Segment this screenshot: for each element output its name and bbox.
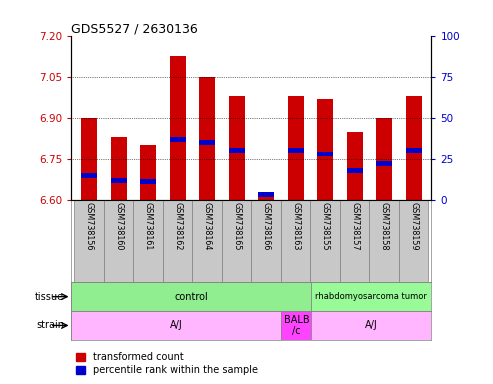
Bar <box>134 200 163 282</box>
Bar <box>81 118 97 200</box>
Bar <box>192 200 222 282</box>
Bar <box>229 148 245 153</box>
Bar <box>199 140 215 145</box>
Text: GSM738155: GSM738155 <box>320 202 330 251</box>
Bar <box>71 282 312 311</box>
Bar <box>406 148 422 153</box>
Bar <box>170 137 186 142</box>
Bar <box>222 200 251 282</box>
Bar <box>399 200 428 282</box>
Text: GSM738161: GSM738161 <box>143 202 153 250</box>
Text: GSM738164: GSM738164 <box>203 202 211 250</box>
Text: GSM738156: GSM738156 <box>85 202 94 251</box>
Bar <box>406 96 422 200</box>
Bar <box>199 77 215 200</box>
Text: GSM738159: GSM738159 <box>409 202 418 251</box>
Legend: transformed count, percentile rank within the sample: transformed count, percentile rank withi… <box>76 353 258 375</box>
Text: A/J: A/J <box>170 320 183 331</box>
Bar <box>311 200 340 282</box>
Text: GDS5527 / 2630136: GDS5527 / 2630136 <box>71 22 198 35</box>
Text: strain: strain <box>36 320 64 331</box>
Bar <box>282 311 312 340</box>
Bar <box>340 200 369 282</box>
Text: GSM738165: GSM738165 <box>232 202 241 251</box>
Bar <box>110 178 127 182</box>
Text: GSM738162: GSM738162 <box>173 202 182 251</box>
Bar <box>347 168 363 173</box>
Bar <box>312 282 431 311</box>
Bar <box>140 179 156 184</box>
Bar <box>258 192 274 197</box>
Text: GSM738166: GSM738166 <box>262 202 271 250</box>
Bar <box>170 56 186 200</box>
Bar <box>104 200 134 282</box>
Bar <box>376 118 392 200</box>
Bar <box>376 161 392 166</box>
Bar <box>369 200 399 282</box>
Bar <box>74 200 104 282</box>
Bar <box>347 132 363 200</box>
Bar <box>229 96 245 200</box>
Bar <box>312 311 431 340</box>
Bar <box>287 96 304 200</box>
Bar <box>71 311 282 340</box>
Text: A/J: A/J <box>365 320 378 331</box>
Text: GSM738158: GSM738158 <box>380 202 388 251</box>
Text: GSM738163: GSM738163 <box>291 202 300 250</box>
Text: rhabdomyosarcoma tumor: rhabdomyosarcoma tumor <box>316 292 427 301</box>
Bar <box>140 145 156 200</box>
Text: tissue: tissue <box>35 291 64 302</box>
Bar <box>251 200 281 282</box>
Text: BALB
/c: BALB /c <box>283 314 309 336</box>
Bar <box>287 148 304 153</box>
Text: GSM738157: GSM738157 <box>350 202 359 251</box>
Bar <box>258 192 274 200</box>
Bar <box>317 99 333 200</box>
Text: control: control <box>175 291 209 302</box>
Bar <box>81 173 97 178</box>
Text: GSM738160: GSM738160 <box>114 202 123 250</box>
Bar <box>110 137 127 200</box>
Bar <box>281 200 311 282</box>
Bar <box>163 200 192 282</box>
Bar <box>317 152 333 156</box>
